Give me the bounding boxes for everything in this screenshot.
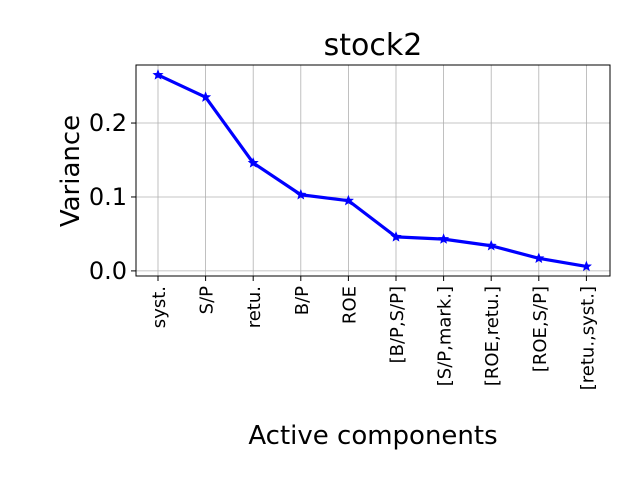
data-point-marker [580,260,592,272]
data-point-marker [533,252,545,264]
x-axis: syst. S/P retu. B/P ROE [B/P,S/P] [S/P,mark.] [… [149,276,598,390]
x-tick-label: [B/P,S/P] [387,286,408,363]
data-point-marker [247,157,259,168]
data-point-marker [438,233,450,244]
series-line [156,73,589,269]
x-tick-label: syst. [149,286,170,328]
x-tick-label: [S/P,mark.] [435,286,456,386]
data-point-marker [485,239,497,251]
chart-title: stock2 [324,28,423,63]
x-axis-label: Active components [248,421,497,451]
x-tick-label: S/P [197,286,218,314]
data-point-marker [152,69,164,80]
y-tick-label: 0.2 [89,109,127,137]
x-tick-label: retu. [244,286,265,328]
series-layer [152,69,592,272]
grid-lines [136,65,610,276]
x-tick-label: B/P [292,286,313,315]
y-axis: 0.0 0.1 0.2 [89,109,136,285]
x-tick-label: ROE [339,286,360,324]
data-point-marker [295,188,307,200]
x-tick-label: [retu.,syst.] [577,286,598,390]
data-point-marker [200,91,212,102]
y-axis-label: Variance [56,115,86,227]
y-tick-label: 0.0 [89,257,127,285]
plot-frame [135,64,611,277]
data-point-marker [390,231,402,242]
data-point-marker [342,194,354,206]
x-tick-label: [ROE,retu.] [482,286,503,386]
x-tick-label: [ROE,S/P] [530,286,551,372]
y-tick-label: 0.1 [89,183,127,211]
